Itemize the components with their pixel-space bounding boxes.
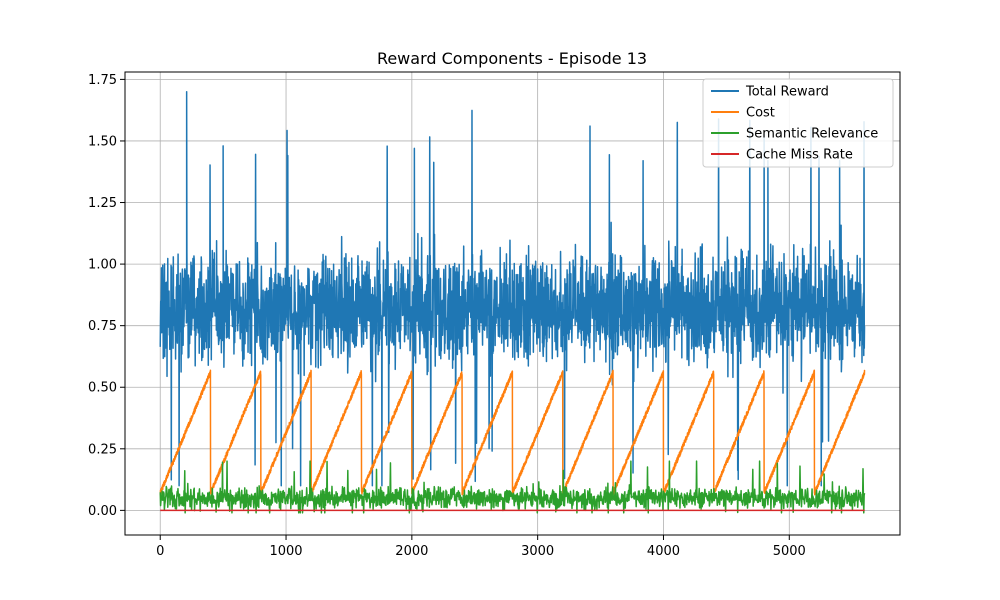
x-tick-label: 5000 [773,544,806,559]
x-tick-label: 2000 [395,544,428,559]
y-tick-label: 0.00 [88,504,117,519]
x-axis: 0 1000 2000 3000 4000 5000 [156,535,806,559]
legend: Total Reward Cost Semantic Relevance Cache … [702,78,894,168]
x-tick-label: 1000 [269,544,302,559]
y-tick-label: 1.50 [88,134,117,149]
legend-label: Total Reward [745,85,829,100]
legend-box [702,78,894,168]
y-tick-label: 0.25 [88,442,117,457]
series-line-total-reward [159,90,866,487]
legend-label: Cache Miss Rate [746,148,853,163]
y-tick-label: 1.75 [88,73,117,88]
legend-label: Semantic Relevance [746,127,878,142]
y-tick-label: 0.75 [88,319,117,334]
x-tick-label: 4000 [647,544,680,559]
y-axis: 0.00 0.25 0.50 0.75 1.00 1.25 1.50 1.75 [88,73,125,519]
series-layer [159,90,866,514]
chart-title: Reward Components - Episode 13 [377,49,647,68]
y-tick-label: 1.00 [88,258,117,273]
legend-label: Cost [746,106,775,121]
x-tick-label: 3000 [521,544,554,559]
y-tick-label: 1.25 [88,196,117,211]
series-line-cost [159,369,866,497]
y-tick-label: 0.50 [88,381,117,396]
x-tick-label: 0 [156,544,164,559]
series-line-semantic-relevance [159,460,866,514]
plot-frame [124,71,901,536]
